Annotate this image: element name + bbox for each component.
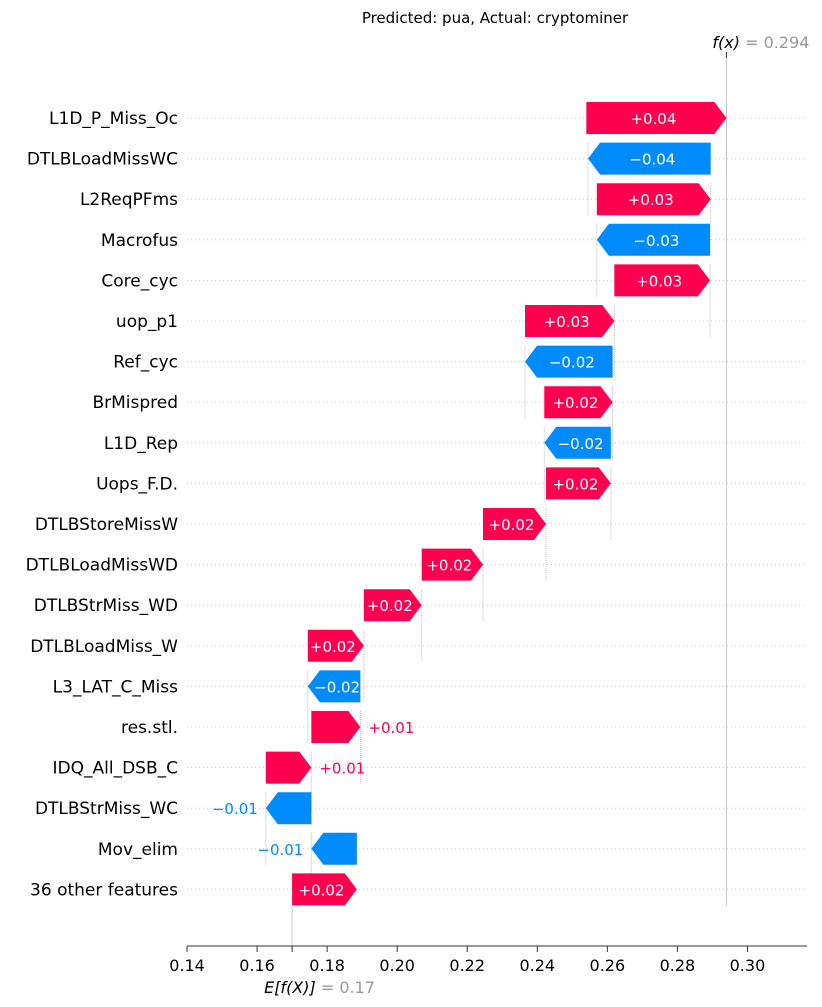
- bar-value-label: +0.02: [426, 557, 472, 575]
- bar-value-label: +0.02: [367, 597, 413, 615]
- feature-labels: L1D_P_Miss_Oc DTLBLoadMissWC L2ReqPFms Macr…: [26, 109, 179, 900]
- contribution-bar: [307, 629, 364, 662]
- bar-value-label: +0.01: [319, 760, 365, 778]
- x-tick-label: 0.14: [169, 956, 205, 975]
- feature-name-label: L1D_Rep: [104, 434, 178, 454]
- feature-name-label: L2ReqPFms: [80, 190, 178, 210]
- feature-name-label: uop_p1: [116, 312, 178, 332]
- contribution-bar: [482, 508, 547, 540]
- feature-name-label: res.stl.: [121, 718, 178, 738]
- x-tick-label: 0.16: [239, 956, 275, 975]
- contribution-bar: [265, 751, 312, 784]
- bar-value-label: −0.02: [558, 435, 604, 453]
- bar-value-label: +0.03: [544, 313, 590, 331]
- feature-name-label: IDQ_All_DSB_C: [53, 759, 178, 779]
- contribution-bar: [525, 345, 613, 378]
- expected-value-annotation: E[f(X)] = 0.17: [264, 978, 375, 997]
- contribution-bar: [588, 142, 711, 175]
- feature-name-label: Uops_F.D.: [96, 474, 178, 494]
- feature-name-label: 36 other features: [30, 880, 178, 900]
- x-tick-label: 0.22: [449, 956, 485, 975]
- contribution-bar: [421, 548, 483, 581]
- x-tick-label: 0.28: [660, 956, 696, 975]
- feature-name-label: DTLBLoadMiss_W: [30, 637, 178, 657]
- contribution-bar: [311, 711, 361, 743]
- feature-name-label: DTLBLoadMissWD: [26, 556, 178, 576]
- contribution-bar: [596, 183, 711, 216]
- contribution-bar: [596, 223, 710, 256]
- bar-value-label: −0.03: [633, 232, 679, 250]
- bar-value-label: +0.02: [552, 475, 598, 493]
- feature-name-label: DTLBLoadMissWC: [27, 150, 178, 170]
- x-tick-label: 0.18: [309, 956, 345, 975]
- x-tick-label: 0.24: [519, 956, 555, 975]
- contribution-bar: [546, 467, 611, 500]
- contribution-bar: [544, 426, 611, 459]
- contribution-bar: [307, 670, 361, 703]
- feature-name-label: DTLBStrMiss_WD: [34, 596, 178, 616]
- feature-name-label: L1D_P_Miss_Oc: [49, 109, 178, 129]
- bar-value-label: +0.01: [368, 719, 414, 737]
- contribution-bar: [265, 792, 312, 825]
- feature-name-label: BrMispred: [92, 393, 178, 413]
- x-tick-label: 0.30: [730, 956, 766, 975]
- feature-name-label: L3_LAT_C_Miss: [53, 677, 178, 697]
- contribution-bar: [586, 102, 727, 134]
- feature-name-label: Mov_elim: [98, 840, 178, 860]
- contribution-bar: [525, 305, 615, 337]
- chart-title: Predicted: pua, Actual: cryptominer: [362, 9, 629, 27]
- feature-name-label: Macrofus: [101, 231, 178, 251]
- contribution-bar: [614, 264, 710, 297]
- reference-lines: [265, 58, 727, 946]
- bar-value-label: +0.04: [630, 110, 676, 128]
- bar-value-label: −0.04: [629, 151, 675, 169]
- bar-value-label: +0.02: [299, 881, 345, 899]
- bar-value-label: +0.03: [628, 191, 674, 209]
- baseline-annotations: f(x) = 0.294 E[f(X)] = 0.17: [264, 33, 809, 997]
- x-tick-label: 0.20: [379, 956, 415, 975]
- x-tick-label: 0.26: [590, 956, 626, 975]
- bar-value-label: −0.01: [257, 841, 303, 859]
- feature-name-label: DTLBStoreMissW: [35, 515, 178, 535]
- feature-name-label: DTLBStrMiss_WC: [35, 799, 178, 819]
- bar-value-label: −0.01: [212, 800, 258, 818]
- bar-value-label: +0.02: [310, 638, 356, 656]
- bar-value-label: −0.02: [549, 354, 595, 372]
- bar-value-label: +0.02: [552, 394, 598, 412]
- feature-name-label: Ref_cyc: [113, 353, 178, 373]
- bar-value-label: −0.02: [314, 678, 360, 696]
- contribution-bar: [544, 386, 613, 419]
- prediction-annotation: f(x) = 0.294: [712, 33, 809, 52]
- contribution-bar: [363, 589, 422, 622]
- bar-value-label: +0.03: [636, 272, 682, 290]
- contribution-bar: [292, 873, 357, 906]
- x-axis: 0.14 0.16 0.18 0.20 0.22 0.24 0.26 0.28 0.30: [169, 945, 807, 975]
- contribution-bar: [311, 832, 357, 865]
- feature-name-label: Core_cyc: [101, 271, 178, 291]
- bar-value-label: +0.02: [489, 516, 535, 534]
- contribution-bars: +0.04 −0.04 +0.03 −0.03 +0.03 +0.03 −0.02 +0.02…: [212, 102, 727, 906]
